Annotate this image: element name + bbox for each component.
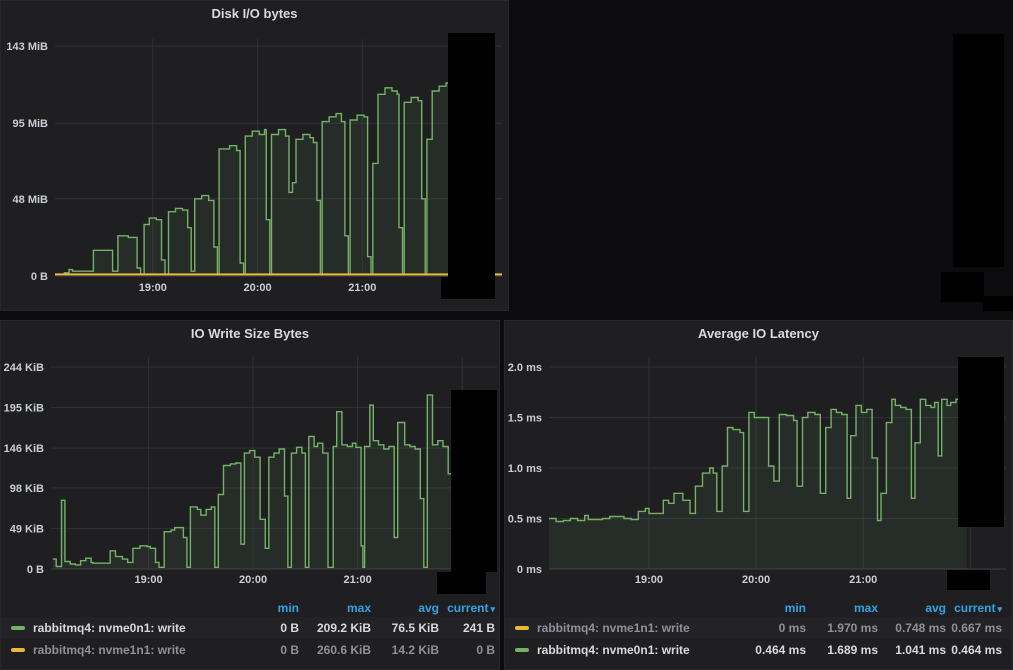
legend-row: rabbitmq4: nvme1n1: write 0 B 260.6 KiB … — [1, 639, 499, 661]
sort-caret-icon: ▾ — [997, 603, 1002, 614]
series-color-swatch[interactable] — [11, 648, 25, 652]
svg-text:21:00: 21:00 — [348, 282, 376, 294]
series-max-value: 1.970 ms — [827, 621, 878, 635]
svg-text:146 KiB: 146 KiB — [4, 443, 44, 455]
legend-sort-avg[interactable]: avg — [418, 600, 439, 615]
series-current-value: 0.667 ms — [951, 621, 1002, 635]
series-avg-value: 0.748 ms — [895, 621, 946, 635]
series-avg-value: 1.041 ms — [895, 643, 946, 657]
svg-text:0 B: 0 B — [31, 271, 48, 283]
series-min-value: 0.464 ms — [755, 643, 806, 657]
svg-text:21:00: 21:00 — [344, 574, 372, 586]
redaction-box — [947, 570, 990, 590]
legend-sort-current[interactable]: current ▾ — [439, 601, 495, 615]
redaction-box — [448, 33, 495, 277]
io-write-size-bytes-chart[interactable]: 0 B 49 KiB 98 KiB 146 KiB 195 KiB 244 KiB 19:0… — [1, 347, 499, 597]
svg-text:19:00: 19:00 — [635, 574, 663, 586]
series-color-swatch[interactable] — [11, 626, 25, 630]
series-avg-value: 14.2 KiB — [391, 643, 439, 657]
series-color-swatch[interactable] — [515, 648, 529, 652]
redaction-box — [437, 572, 486, 594]
series-min-value: 0 ms — [778, 621, 806, 635]
svg-text:19:00: 19:00 — [139, 282, 167, 294]
legend-sort-max[interactable]: max — [853, 600, 878, 615]
redaction-box — [953, 34, 1004, 267]
redaction-box — [451, 390, 497, 572]
svg-text:195 KiB: 195 KiB — [4, 403, 44, 415]
redaction-box — [941, 272, 984, 302]
disk-io-bytes-chart[interactable]: 0 B 48 MiB 95 MiB 143 MiB 19:00 20:00 21:00 — [1, 27, 508, 311]
legend-row: rabbitmq4: nvme0n1: write 0.464 ms 1.689… — [505, 639, 1012, 661]
average-io-latency-chart[interactable]: 0 ms 0.5 ms 1.0 ms 1.5 ms 2.0 ms 19:00 20:00 21… — [505, 347, 1012, 597]
legend-row: rabbitmq4: nvme0n1: write 0 B 209.2 KiB … — [1, 617, 499, 639]
series-color-swatch[interactable] — [515, 626, 529, 630]
panel-title[interactable]: Disk I/O bytes — [211, 6, 298, 21]
svg-text:20:00: 20:00 — [243, 282, 271, 294]
panel-io-write-size-bytes: IO Write Size Bytes 0 B 49 KiB 98 KiB 146 K… — [0, 320, 500, 670]
legend-sort-min[interactable]: min — [277, 600, 299, 615]
legend-row: rabbitmq4: nvme1n1: write 0 ms 1.970 ms … — [505, 617, 1012, 639]
legend-table: min max avg current ▾ rabbitmq4: nvme1n1:… — [505, 598, 1012, 661]
legend-table: min max avg current ▾ rabbitmq4: nvme0n1:… — [1, 598, 499, 661]
svg-text:2.0 ms: 2.0 ms — [508, 362, 542, 374]
series-label[interactable]: rabbitmq4: nvme1n1: write — [537, 621, 690, 635]
svg-text:244 KiB: 244 KiB — [4, 362, 44, 374]
legend-header: min max avg current ▾ — [505, 598, 1012, 617]
series-avg-value: 76.5 KiB — [391, 621, 439, 635]
svg-text:48 MiB: 48 MiB — [13, 194, 49, 206]
redaction-box — [441, 277, 495, 299]
svg-text:1.0 ms: 1.0 ms — [508, 463, 542, 475]
series-min-value: 0 B — [280, 621, 299, 635]
svg-text:0 B: 0 B — [27, 564, 44, 576]
svg-text:19:00: 19:00 — [134, 574, 162, 586]
series-max-value: 1.689 ms — [827, 643, 878, 657]
panel-title[interactable]: IO Write Size Bytes — [190, 326, 310, 341]
svg-text:0 ms: 0 ms — [517, 564, 542, 576]
panel-disk-io-bytes: Disk I/O bytes 0 B 48 MiB 95 MiB 143 MiB 19:… — [0, 0, 509, 311]
legend-sort-min[interactable]: min — [784, 600, 806, 615]
redaction-box — [983, 296, 1013, 311]
series-current-value: 0.464 ms — [951, 643, 1002, 657]
panel-title[interactable]: Average IO Latency — [698, 326, 819, 341]
legend-sort-current-label: current — [954, 600, 996, 615]
svg-text:1.5 ms: 1.5 ms — [508, 413, 542, 425]
legend-header: min max avg current ▾ — [1, 598, 499, 617]
panel-average-io-latency: Average IO Latency 0 ms 0.5 ms 1.0 ms 1.5 m… — [504, 320, 1013, 670]
svg-text:0.5 ms: 0.5 ms — [508, 514, 542, 526]
redaction-box — [958, 357, 1004, 527]
svg-text:49 KiB: 49 KiB — [10, 523, 44, 535]
series-label[interactable]: rabbitmq4: nvme1n1: write — [33, 643, 186, 657]
series-min-value: 0 B — [280, 643, 299, 657]
series-label[interactable]: rabbitmq4: nvme0n1: write — [33, 621, 186, 635]
svg-text:20:00: 20:00 — [742, 574, 770, 586]
legend-sort-max[interactable]: max — [346, 600, 371, 615]
svg-text:98 KiB: 98 KiB — [10, 483, 44, 495]
series-label[interactable]: rabbitmq4: nvme0n1: write — [537, 643, 690, 657]
legend-sort-current[interactable]: current ▾ — [946, 601, 1002, 615]
svg-text:21:00: 21:00 — [849, 574, 877, 586]
legend-sort-avg[interactable]: avg — [925, 600, 946, 615]
svg-text:143 MiB: 143 MiB — [6, 41, 48, 53]
sort-caret-icon: ▾ — [490, 603, 495, 614]
svg-text:95 MiB: 95 MiB — [13, 118, 49, 130]
series-current-value: 241 B — [462, 621, 495, 635]
series-max-value: 260.6 KiB — [316, 643, 371, 657]
legend-sort-current-label: current — [447, 600, 489, 615]
series-current-value: 0 B — [476, 643, 495, 657]
series-max-value: 209.2 KiB — [316, 621, 371, 635]
svg-text:20:00: 20:00 — [239, 574, 267, 586]
